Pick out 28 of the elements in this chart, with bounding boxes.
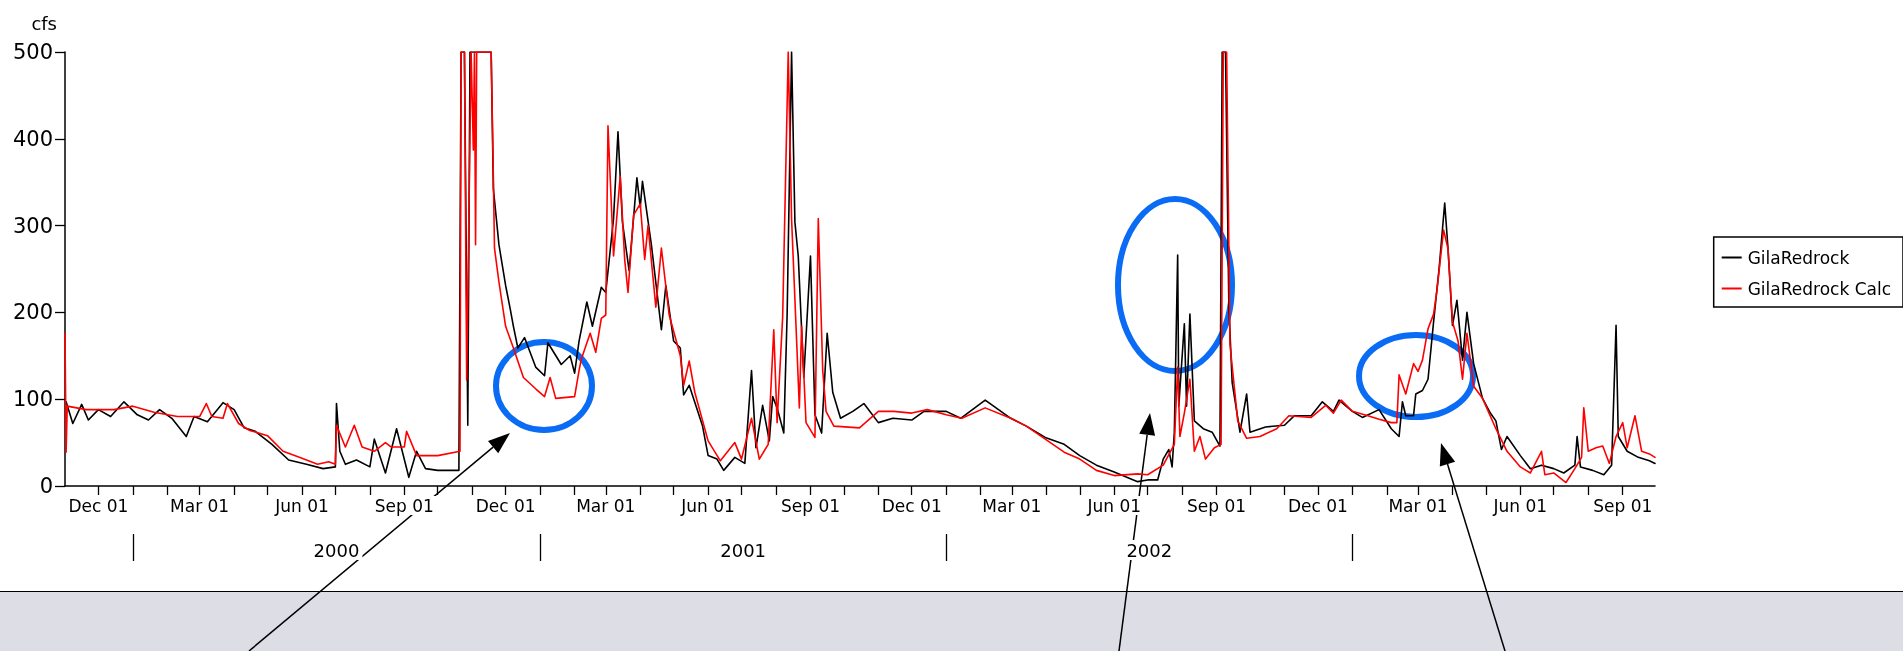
x-tick-label: Dec 01 (1287, 495, 1348, 516)
x-tick-label: Jun 01 (1492, 495, 1548, 516)
x-tick-label: Dec 01 (881, 495, 942, 516)
x-tick-label: Dec 01 (475, 495, 536, 516)
y-tick-label: 0 (39, 474, 53, 498)
x-tick-label: Sep 01 (1187, 495, 1247, 516)
y-tick-label: 300 (12, 213, 53, 238)
y-tick-label: 100 (12, 387, 53, 412)
y-tick-label: 200 (12, 300, 53, 325)
x-tick-label: Mar 01 (170, 495, 230, 516)
text: 2001 (720, 539, 767, 561)
legend-label: GilaRedrock (1747, 247, 1850, 268)
text: 2002 (1126, 539, 1173, 561)
x-tick-label: Sep 01 (780, 495, 841, 516)
x-tick-label: Dec 01 (68, 495, 129, 516)
x-tick-label: Sep 01 (1593, 495, 1653, 516)
x-tick-label: Mar 01 (982, 495, 1042, 516)
legend-label: GilaRedrock Calc (1747, 278, 1892, 299)
x-tick-label: Mar 01 (576, 495, 636, 516)
x-tick-label: Jun 01 (680, 495, 735, 516)
text: 2000 (313, 539, 360, 561)
y-axis-title: cfs (31, 12, 57, 34)
x-tick-label: Sep 01 (374, 495, 434, 516)
x-tick-label: Mar 01 (1388, 495, 1448, 516)
x-tick-label: Jun 01 (274, 495, 329, 516)
y-tick-label: 500 (12, 40, 53, 64)
x-tick-label: Jun 01 (1086, 495, 1142, 516)
y-tick-label: 400 (12, 126, 53, 151)
